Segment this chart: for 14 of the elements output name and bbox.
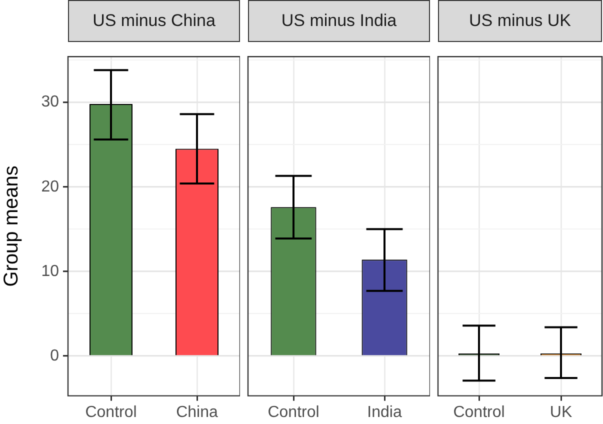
y-axis-title: Group means <box>0 166 23 287</box>
chart-title: US minus China <box>68 0 240 42</box>
y-tick-label: 10 <box>41 262 60 280</box>
chart-title: US minus India <box>248 0 430 42</box>
chart-title: US minus UK <box>438 0 602 42</box>
x-tick-label: China <box>176 404 218 421</box>
y-tick-label: 0 <box>50 347 60 364</box>
x-tick-label: Control <box>268 404 320 421</box>
x-tick-label: UK <box>550 404 572 421</box>
y-tick-label: 30 <box>41 94 60 111</box>
x-tick-label: Control <box>453 404 505 421</box>
y-tick-label: 20 <box>41 178 60 196</box>
x-tick-label: India <box>367 404 402 421</box>
x-tick-label: Control <box>85 404 137 421</box>
